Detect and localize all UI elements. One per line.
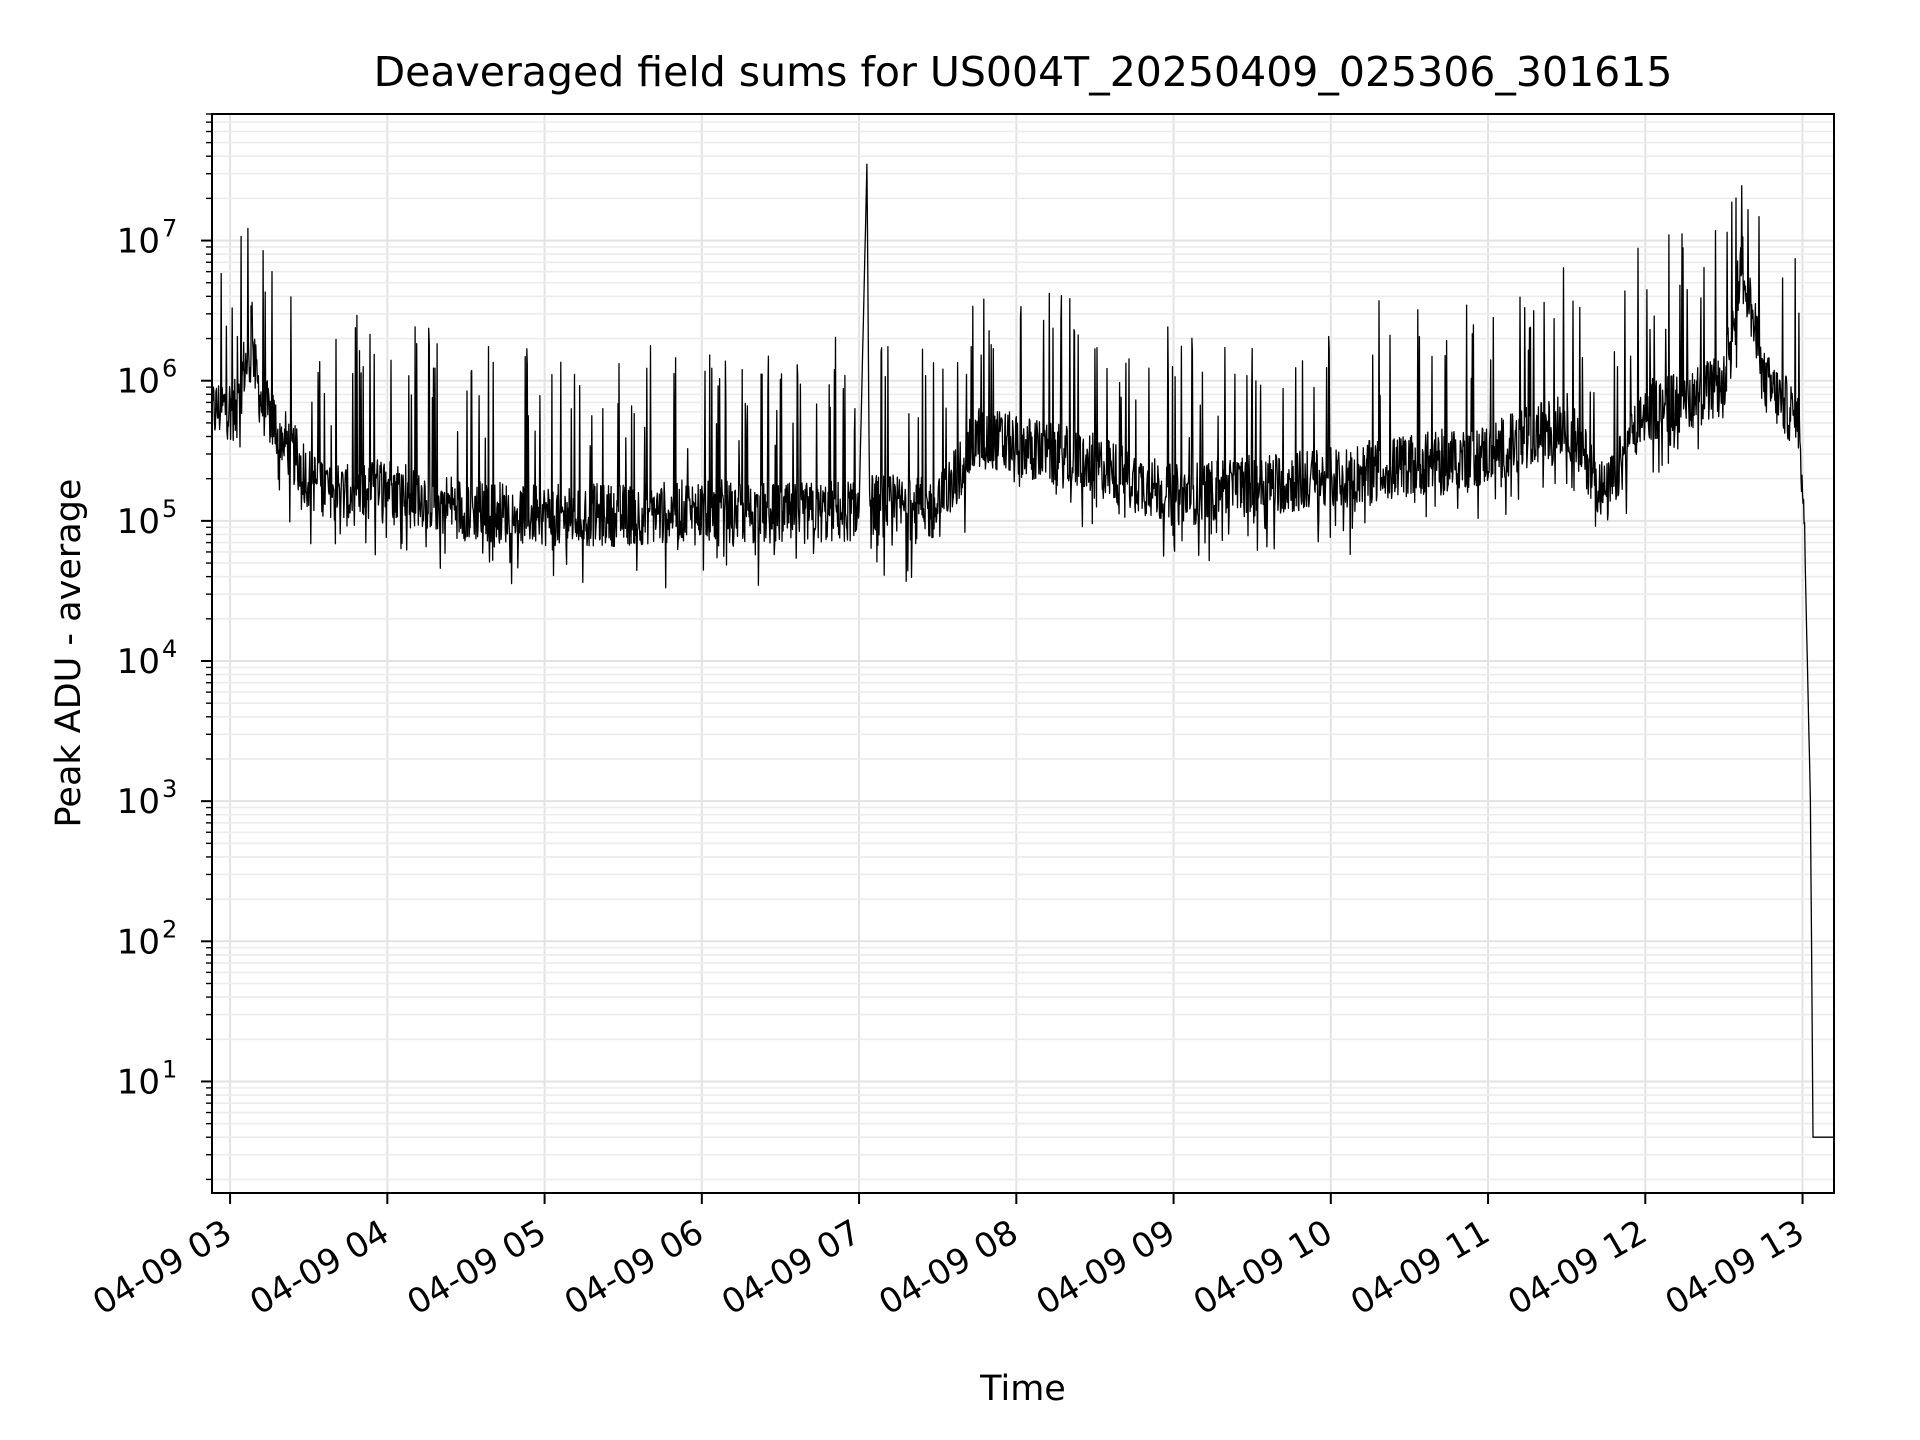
y-tick-base: 10	[117, 782, 160, 822]
y-tick-base: 10	[117, 222, 160, 262]
plot-frame	[211, 113, 1835, 1194]
y-tick-exponent: 2	[162, 915, 177, 943]
y-tick-exponent: 7	[162, 215, 177, 243]
y-tick-base: 10	[117, 642, 160, 682]
series-line	[211, 163, 1835, 1138]
y-tick-exponent: 5	[162, 495, 177, 523]
chart-title: Deaveraged field sums for US004T_2025040…	[374, 48, 1673, 96]
y-tick-exponent: 1	[162, 1055, 177, 1083]
y-tick-exponent: 3	[162, 775, 177, 803]
y-tick-label: 10 7	[117, 215, 178, 262]
y-tick-base: 10	[117, 362, 160, 402]
x-axis-label: Time	[979, 1369, 1066, 1409]
y-tick-label: 10 2	[117, 915, 178, 962]
y-axis-label: Peak ADU - average	[49, 479, 89, 828]
y-tick-label: 10 4	[117, 635, 178, 682]
y-tick-label: 10 6	[117, 355, 178, 402]
y-tick-label: 10 5	[117, 495, 178, 542]
y-tick-label: 10 3	[117, 775, 178, 822]
y-tick-exponent: 4	[162, 635, 177, 663]
y-tick-base: 10	[117, 922, 160, 962]
line-layer	[211, 163, 1835, 1138]
y-tick-label: 10 1	[117, 1055, 178, 1102]
y-tick-base: 10	[117, 502, 160, 542]
y-tick-exponent: 6	[162, 355, 177, 383]
y-tick-base: 10	[117, 1062, 160, 1102]
